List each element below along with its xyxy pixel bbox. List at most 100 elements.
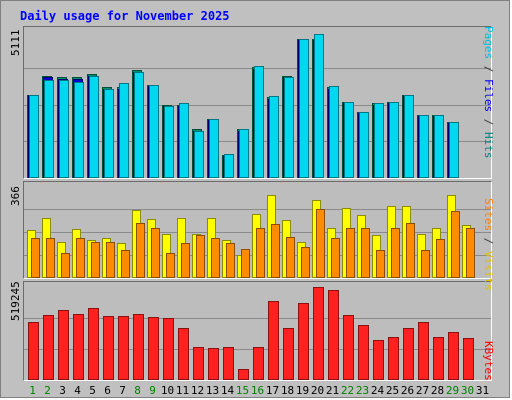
kbytes-bar — [253, 347, 264, 380]
sites-bar — [211, 238, 220, 278]
day-tick-label: 11 — [175, 384, 190, 397]
legend-segment: Visits — [482, 251, 495, 291]
day-tick-label: 22 — [340, 384, 355, 397]
legend-segment: / — [482, 59, 495, 79]
pages-bar — [389, 102, 399, 178]
kbytes-bar — [88, 308, 99, 380]
pages-bar — [89, 76, 99, 178]
kbytes-bar — [328, 290, 339, 380]
sites-bar — [286, 237, 295, 278]
kbytes-bar — [163, 318, 174, 380]
legend-segment: Files — [482, 79, 495, 113]
kbytes-bar — [283, 328, 294, 380]
day-tick-label: 14 — [220, 384, 235, 397]
sites-bar — [466, 228, 475, 278]
day-tick-label: 8 — [134, 384, 141, 397]
pages-bar — [329, 86, 339, 178]
sites-bar — [436, 239, 445, 278]
day-tick-label: 28 — [430, 384, 445, 397]
sites-bar — [31, 238, 40, 278]
legend-segment: / — [482, 231, 495, 251]
kbytes-max-label: 519245 — [9, 281, 22, 321]
pages-bar — [179, 103, 189, 178]
sites-bar — [406, 223, 415, 278]
pages-bar — [74, 82, 84, 178]
day-tick-label: 17 — [265, 384, 280, 397]
sites-bar — [331, 238, 340, 278]
day-tick-label: 9 — [149, 384, 156, 397]
kbytes-bar — [388, 337, 399, 380]
sites-bar — [121, 250, 130, 278]
kbytes-bar — [208, 348, 219, 380]
kbytes-bar — [463, 338, 474, 380]
sites-visits-legend: Sites / Visits — [482, 198, 495, 291]
sites-bar — [256, 228, 265, 278]
day-tick-label: 23 — [355, 384, 370, 397]
sites-bar — [421, 250, 430, 278]
sites-bar — [316, 209, 325, 278]
day-tick-label: 19 — [295, 384, 310, 397]
kbytes-bar — [268, 301, 279, 380]
day-tick-label: 7 — [119, 384, 126, 397]
kbytes-bar — [343, 315, 354, 380]
pages-bar — [209, 119, 219, 178]
pages-bar — [284, 77, 294, 178]
kbytes-panel — [23, 281, 492, 381]
kbytes-legend: KBytes — [482, 341, 495, 381]
pages-bar — [29, 95, 39, 178]
hits-max-label: 5111 — [9, 29, 22, 57]
kbytes-bar — [133, 314, 144, 380]
sites-bar — [346, 228, 355, 278]
pages-bar — [359, 112, 369, 178]
sites-bar — [361, 228, 370, 278]
kbytes-bar — [373, 340, 384, 380]
sites-bar — [241, 249, 250, 278]
kbytes-bar — [193, 347, 204, 380]
kbytes-bar — [313, 287, 324, 380]
day-tick-label: 16 — [250, 384, 265, 397]
legend-segment: KBytes — [482, 341, 495, 381]
sites-bar — [151, 228, 160, 278]
pages-bar — [59, 80, 69, 178]
day-tick-label: 3 — [59, 384, 66, 397]
pages-bar — [134, 72, 144, 178]
day-tick-label: 6 — [104, 384, 111, 397]
kbytes-bar — [433, 337, 444, 380]
kbytes-bar — [58, 310, 69, 380]
pages-bar — [119, 83, 129, 178]
sites-bar — [391, 228, 400, 278]
legend-segment: Pages — [482, 26, 495, 60]
pages-bar — [224, 154, 234, 178]
day-tick-label: 21 — [325, 384, 340, 397]
pages-bar — [404, 95, 414, 178]
day-tick-label: 15 — [235, 384, 250, 397]
sites-bar — [376, 250, 385, 278]
kbytes-bar — [448, 332, 459, 380]
sites-bar — [451, 211, 460, 278]
pages-bar — [299, 39, 309, 178]
kbytes-bar — [118, 316, 129, 380]
sites-bar — [76, 238, 85, 278]
hits-panel — [23, 26, 492, 179]
kbytes-bar — [238, 369, 249, 380]
sites-bar — [61, 253, 70, 278]
day-tick-label: 10 — [160, 384, 175, 397]
day-tick-label: 2 — [44, 384, 51, 397]
sites-bar — [301, 247, 310, 278]
sites-bar — [91, 242, 100, 278]
sites-bar — [46, 238, 55, 278]
sites-bar — [106, 242, 115, 278]
day-tick-label: 26 — [400, 384, 415, 397]
kbytes-bar — [403, 328, 414, 380]
kbytes-bar — [28, 322, 39, 380]
sites-bar — [166, 253, 175, 278]
day-tick-label: 27 — [415, 384, 430, 397]
pages-bar — [344, 102, 354, 178]
kbytes-bar — [298, 303, 309, 380]
chart-title: Daily usage for November 2025 — [20, 9, 230, 23]
pages-bar — [269, 96, 279, 178]
pages-bar — [434, 115, 444, 178]
kbytes-bar — [148, 317, 159, 380]
pages-bar — [194, 131, 204, 178]
day-tick-label: 5 — [89, 384, 96, 397]
